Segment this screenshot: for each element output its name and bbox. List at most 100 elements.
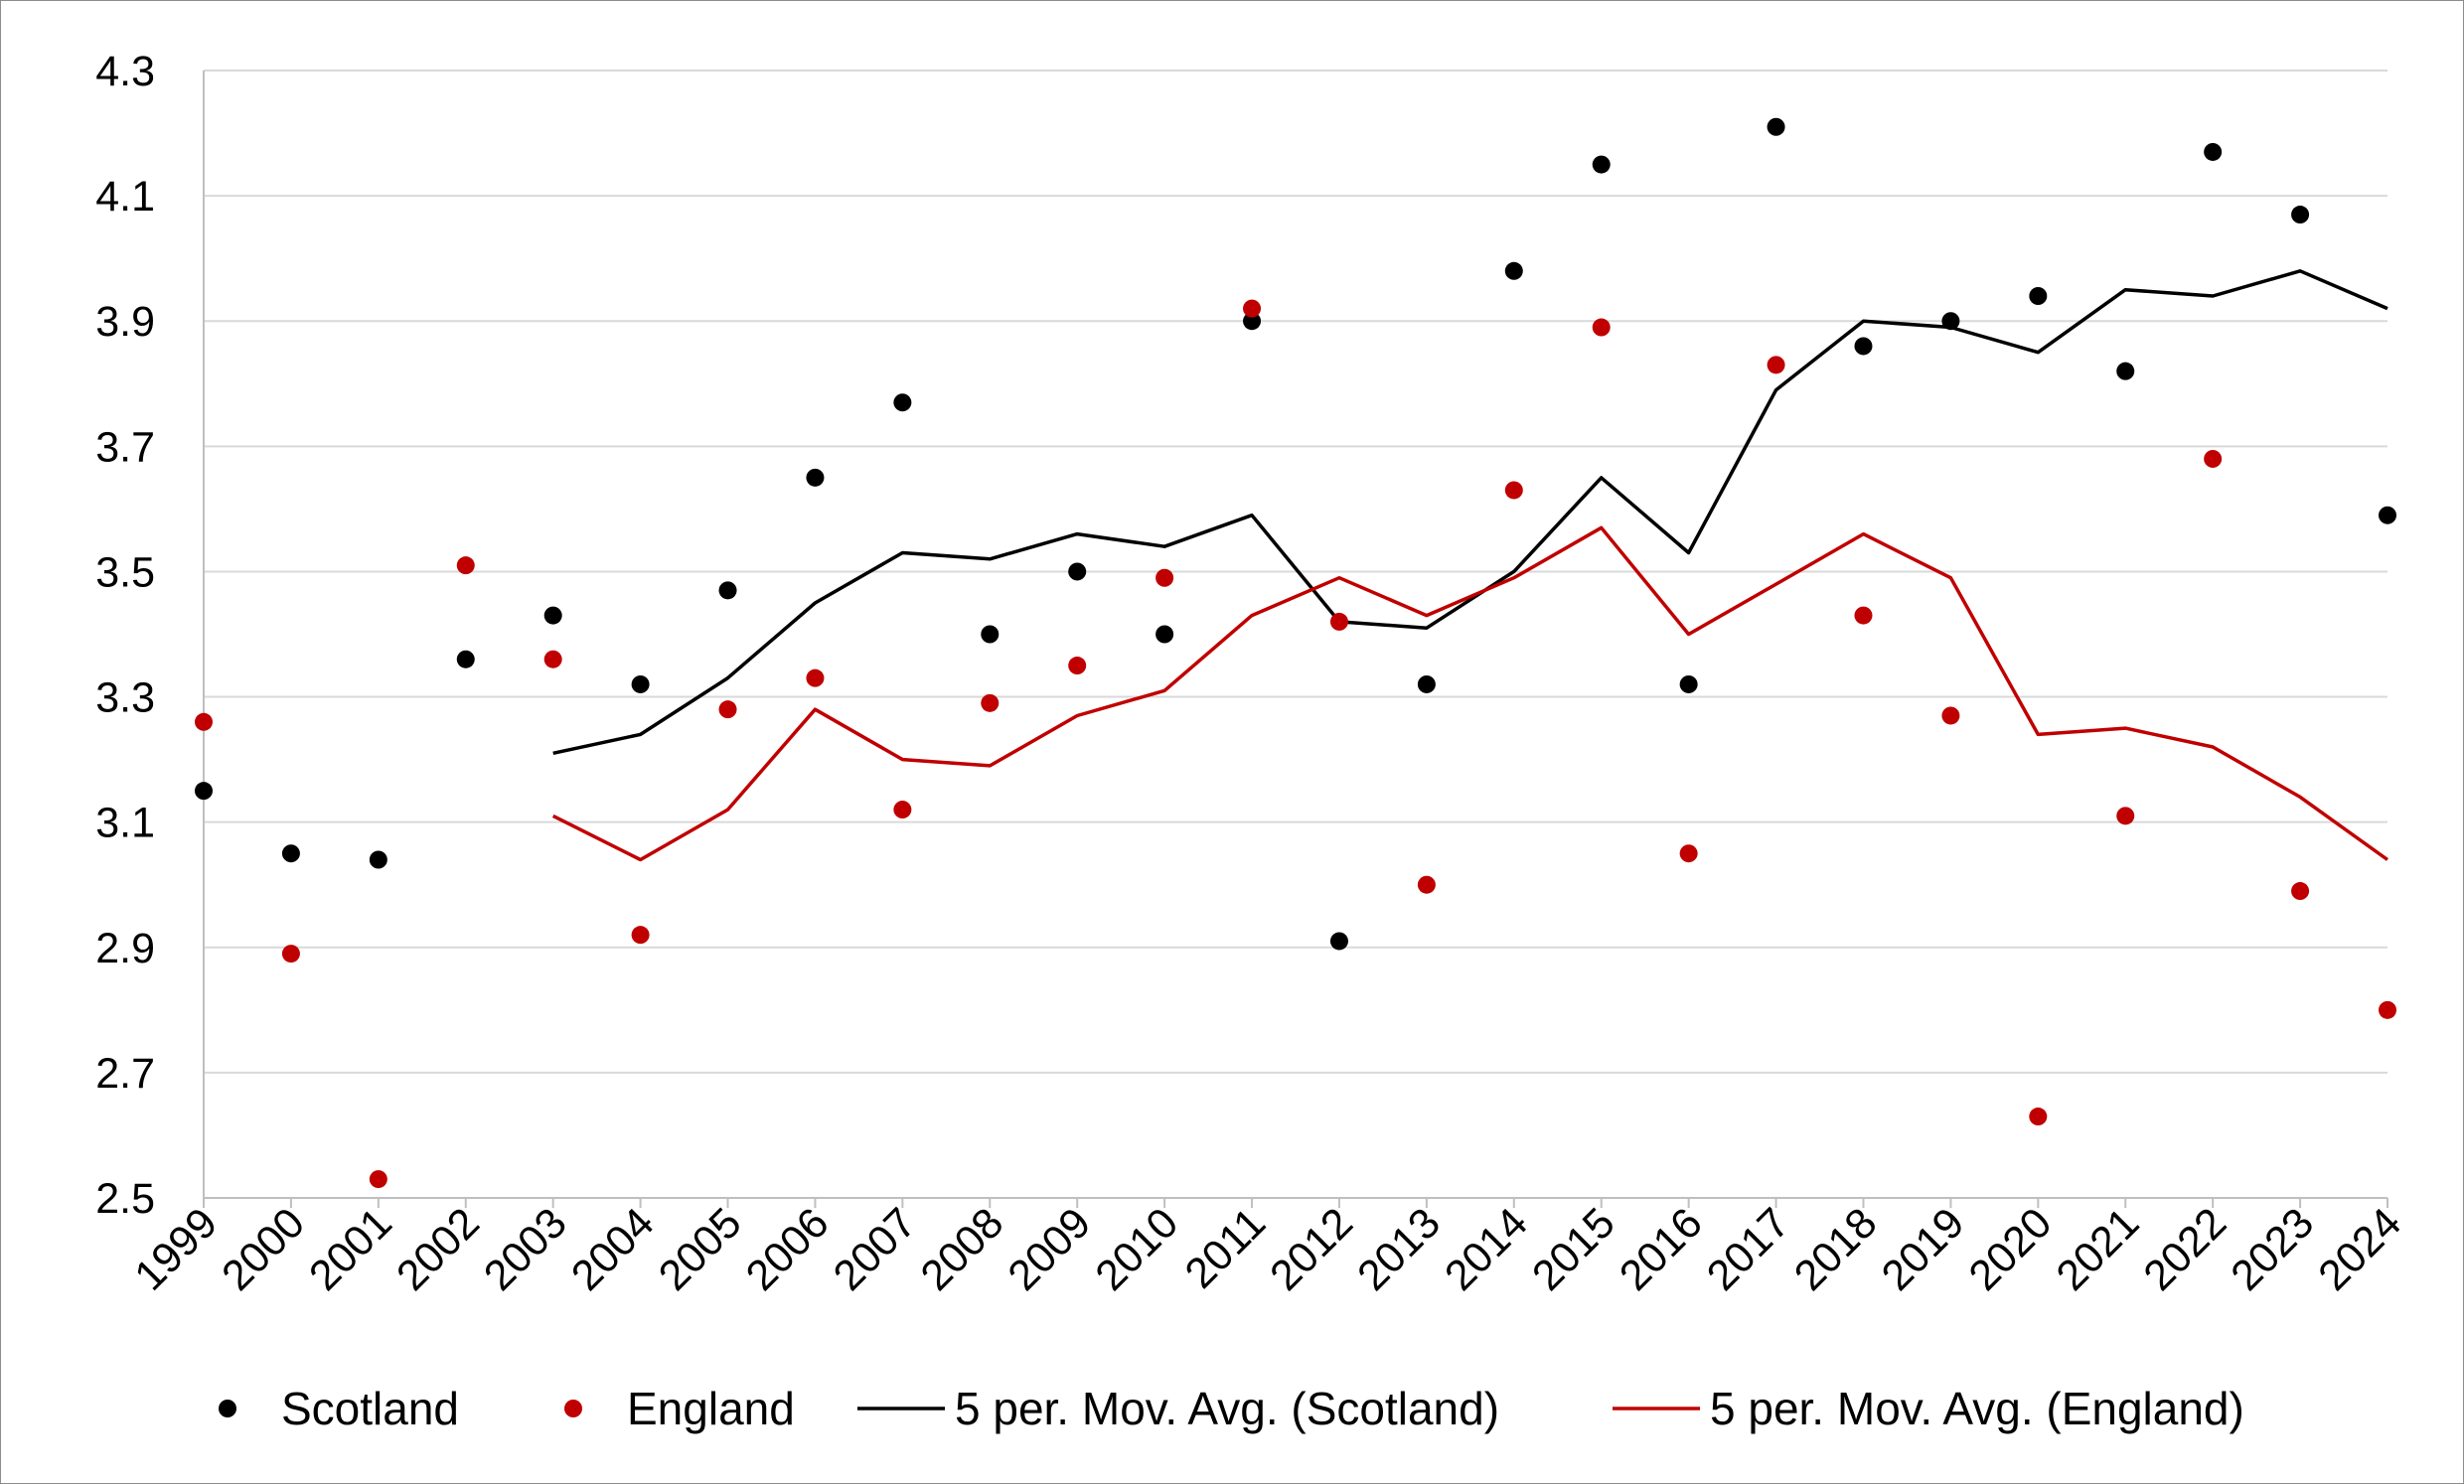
y-tick-label: 2.7 (95, 1050, 155, 1098)
data-point-scotland-2004 (631, 674, 650, 693)
x-tick-label: 2023 (2223, 1199, 2324, 1300)
x-tick-label: 2000 (213, 1199, 314, 1300)
legend-label-3: 5 per. Mov. Avg. (England) (1710, 1383, 2244, 1434)
data-point-scotland-2020 (2029, 287, 2048, 305)
data-point-england-2010 (1155, 568, 1174, 587)
data-point-scotland-2012 (1329, 932, 1348, 951)
x-tick-label: 2001 (300, 1199, 401, 1300)
y-tick-label: 4.3 (95, 48, 155, 95)
legend-label-1: England (627, 1383, 795, 1434)
data-point-england-2017 (1767, 356, 1785, 374)
data-point-england-2006 (806, 668, 825, 687)
data-point-england-2007 (893, 801, 912, 819)
x-tick-label: 2002 (387, 1199, 489, 1300)
data-point-scotland-1999 (195, 782, 213, 801)
data-point-scotland-2000 (281, 844, 300, 863)
x-tick-label: 2022 (2135, 1199, 2236, 1300)
data-point-scotland-2009 (1068, 562, 1087, 581)
x-tick-label: 2016 (1611, 1199, 1712, 1300)
data-point-scotland-2007 (893, 393, 912, 412)
moving-average-lines (551, 269, 2389, 862)
x-tick-label: 2007 (825, 1199, 926, 1300)
x-tick-label: 2011 (1176, 1199, 1275, 1297)
data-point-england-2012 (1329, 612, 1348, 631)
series-line-3 (551, 525, 2389, 862)
data-point-england-2000 (281, 945, 300, 964)
data-point-england-2001 (369, 1170, 387, 1189)
data-point-scotland-2017 (1767, 117, 1785, 136)
x-tick-label: 2004 (562, 1199, 664, 1300)
data-point-england-2023 (2291, 882, 2310, 901)
y-tick-label: 4.1 (95, 173, 155, 221)
data-point-england-2008 (981, 693, 1000, 712)
x-tick-label: 2006 (737, 1199, 839, 1300)
legend-label-2: 5 per. Mov. Avg. (Scotland) (955, 1383, 1499, 1434)
x-tick-label: 2005 (650, 1199, 751, 1300)
data-point-england-2003 (543, 650, 562, 668)
y-tick-label: 3.7 (95, 423, 155, 471)
y-tick-label: 2.9 (95, 925, 155, 972)
y-tick-label: 3.9 (95, 298, 155, 346)
data-point-england-1999 (195, 712, 213, 731)
data-point-england-2002 (456, 556, 475, 575)
axes (203, 71, 2388, 1208)
legend: Scotland England 5 per. Mov. Avg. (Scotlan… (219, 1383, 2244, 1434)
x-tick-label: 2017 (1698, 1199, 1799, 1300)
data-point-scotland-2013 (1417, 674, 1436, 693)
data-point-scotland-2003 (543, 606, 562, 625)
data-point-scotland-2006 (806, 468, 825, 487)
data-point-scotland-2010 (1155, 625, 1174, 644)
x-tick-label: 2012 (1261, 1199, 1362, 1300)
x-tick-label: 2008 (912, 1199, 1013, 1300)
x-tick-label: 2021 (2048, 1199, 2149, 1300)
y-tick-label: 3.3 (95, 674, 155, 722)
y-tick-label: 3.1 (95, 800, 155, 847)
data-point-scotland-2015 (1592, 155, 1611, 174)
data-point-scotland-2021 (2116, 362, 2135, 380)
x-tick-label: 2010 (1087, 1199, 1188, 1300)
data-point-england-2015 (1592, 318, 1611, 337)
data-point-scotland-2018 (1854, 337, 1873, 356)
data-point-england-2022 (2204, 449, 2223, 468)
x-tick-label: 2020 (1960, 1199, 2062, 1300)
data-point-scotland-2011 (1243, 312, 1262, 331)
data-point-england-2004 (631, 926, 650, 945)
x-tick-label: 2018 (1785, 1199, 1887, 1300)
data-point-scotland-2005 (718, 581, 737, 600)
data-point-scotland-2022 (2204, 142, 2223, 161)
y-tick-label: 2.5 (95, 1175, 155, 1223)
y-tick-label: 3.5 (95, 548, 155, 596)
data-point-scotland-2023 (2291, 206, 2310, 224)
data-point-england-2014 (1504, 481, 1523, 500)
x-tick-label: 2014 (1436, 1199, 1537, 1300)
data-point-scotland-2001 (369, 850, 387, 869)
data-point-england-2024 (2379, 1000, 2396, 1019)
data-point-england-2013 (1417, 875, 1436, 894)
y-tick-labels: 2.5 2.7 2.9 3.1 3.3 3.5 3.7 3.9 4.1 4.3 (95, 48, 155, 1223)
data-point-england-2020 (2029, 1108, 2048, 1126)
data-points (195, 117, 2396, 1189)
data-point-england-2005 (718, 700, 737, 719)
gridlines (204, 70, 2387, 1074)
data-point-scotland-2024 (2379, 506, 2396, 524)
data-point-england-2009 (1068, 657, 1087, 675)
x-tick-labels: 1999200020012002200320042005200620072008… (125, 1199, 2410, 1300)
x-tick-label: 2003 (475, 1199, 576, 1300)
x-tick-label: 2015 (1523, 1199, 1624, 1300)
data-point-scotland-2019 (1941, 312, 1960, 331)
x-tick-label: 2019 (1873, 1199, 1974, 1300)
series-line-2 (552, 269, 2388, 756)
legend-symbol-0 (219, 1400, 236, 1417)
legend-symbol-1 (564, 1400, 582, 1417)
data-point-scotland-2008 (981, 625, 1000, 644)
data-point-england-2011 (1243, 299, 1262, 318)
data-point-england-2016 (1679, 844, 1698, 863)
data-point-scotland-2014 (1504, 261, 1523, 280)
data-point-scotland-2016 (1679, 674, 1698, 693)
legend-label-0: Scotland (281, 1383, 459, 1434)
data-point-england-2018 (1854, 606, 1873, 625)
data-point-england-2021 (2116, 807, 2135, 825)
data-point-scotland-2002 (456, 650, 475, 668)
